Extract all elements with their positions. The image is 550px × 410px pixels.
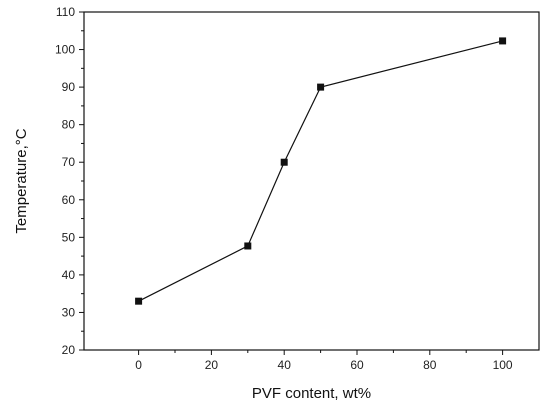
data-point-40	[280, 158, 288, 166]
y-tick-label-70: 70	[62, 155, 76, 169]
x-tick-label-80: 80	[423, 358, 437, 372]
y-tick-label-60: 60	[62, 193, 76, 207]
data-point-0	[135, 297, 143, 305]
x-tick-label-100: 100	[493, 358, 513, 372]
series-line-0	[138, 40, 503, 302]
data-point-50	[317, 83, 325, 91]
data-point-30	[244, 242, 252, 250]
y-tick-label-50: 50	[62, 230, 76, 244]
x-tick-label-20: 20	[205, 358, 219, 372]
x-tick-label-0: 0	[135, 358, 142, 372]
x-tick-label-60: 60	[350, 358, 364, 372]
x-axis-label: PVF content, wt%	[252, 385, 371, 402]
plot-frame	[83, 11, 540, 351]
y-tick-label-110: 110	[56, 5, 75, 19]
tick-layer: 0 20 40 60 80 100 20 30 40 50 60 70 80 90 100 110	[55, 5, 513, 372]
y-axis-label: Temperature,°C	[13, 128, 30, 233]
x-tick-label-40: 40	[278, 358, 292, 372]
y-tick-label-100: 100	[55, 43, 75, 57]
y-tick-label-20: 20	[62, 343, 76, 357]
y-tick-label-30: 30	[62, 305, 76, 319]
y-tick-label-40: 40	[62, 268, 76, 282]
series-layer	[135, 37, 507, 305]
data-point-100	[499, 37, 507, 45]
y-tick-label-80: 80	[62, 118, 76, 132]
y-axis-label-text: Temperature,	[13, 145, 30, 233]
y-axis-label-unit: °C	[13, 128, 30, 145]
y-tick-label-90: 90	[62, 80, 76, 94]
